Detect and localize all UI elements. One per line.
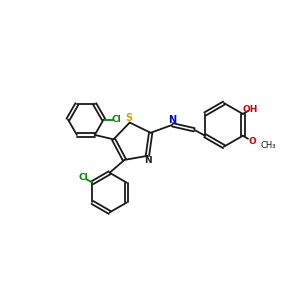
Text: Cl: Cl (112, 115, 122, 124)
Text: S: S (125, 112, 132, 123)
Text: N: N (145, 156, 152, 165)
Text: CH₃: CH₃ (260, 141, 275, 150)
Text: N: N (168, 115, 176, 125)
Text: O: O (248, 137, 256, 146)
Text: Cl: Cl (79, 173, 89, 182)
Text: OH: OH (243, 105, 258, 114)
